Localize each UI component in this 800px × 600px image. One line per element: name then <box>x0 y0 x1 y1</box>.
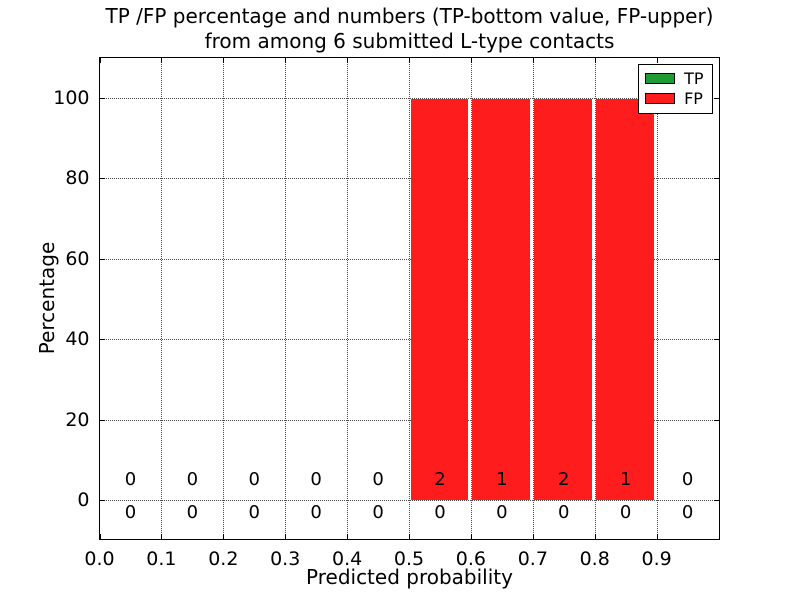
count-label-fp: 0 <box>372 469 384 491</box>
y-tick-mark <box>713 419 719 421</box>
v-gridline <box>532 57 534 539</box>
count-label-tp: 0 <box>372 502 384 524</box>
count-label-fp: 2 <box>434 469 446 491</box>
x-tick-mark <box>161 533 163 539</box>
y-tick-mark <box>713 258 719 260</box>
x-tick-label: 0.1 <box>146 547 177 570</box>
y-tick-label: 100 <box>53 86 90 109</box>
count-label-tp: 0 <box>558 502 570 524</box>
x-tick-mark <box>594 533 596 539</box>
count-label-tp: 0 <box>681 502 694 524</box>
v-gridline <box>347 57 349 539</box>
bar-fp <box>534 98 593 501</box>
x-tick-mark <box>285 57 287 63</box>
bar-fp <box>410 98 469 501</box>
legend-item-tp: TP <box>645 68 704 89</box>
bar-fp <box>596 98 655 501</box>
x-tick-label: 0.2 <box>208 547 239 570</box>
v-gridline <box>594 57 596 539</box>
y-tick-label: 20 <box>65 408 90 431</box>
x-tick-mark <box>470 533 472 539</box>
x-tick-mark <box>594 57 596 63</box>
y-tick-mark <box>713 339 719 341</box>
chart-title-line2: from among 6 submitted L-type contacts <box>204 29 615 53</box>
v-gridline <box>409 57 410 539</box>
x-tick-mark <box>347 57 349 63</box>
x-axis-label: Predicted probability <box>306 565 513 589</box>
x-tick-label: 0.3 <box>270 547 301 570</box>
x-tick-mark <box>470 57 472 63</box>
legend: TP FP <box>638 63 713 114</box>
y-tick-mark <box>99 97 105 99</box>
count-label-tp: 0 <box>124 502 137 524</box>
y-tick-mark <box>713 178 719 180</box>
y-tick-mark <box>713 500 719 502</box>
x-tick-mark <box>347 533 349 539</box>
count-label-fp: 1 <box>619 469 632 491</box>
count-label-fp: 0 <box>310 469 322 491</box>
chart-title: TP /FP percentage and numbers (TP-bottom… <box>100 4 719 54</box>
v-gridline <box>223 57 225 539</box>
y-tick-label: 80 <box>65 167 90 190</box>
x-tick-label: 0.0 <box>84 547 115 570</box>
x-tick-label: 0.7 <box>517 547 548 570</box>
count-label-fp: 0 <box>124 469 137 491</box>
x-tick-mark <box>532 533 534 539</box>
x-tick-label: 0.6 <box>455 547 486 570</box>
y-tick-mark <box>713 97 719 99</box>
x-tick-label: 0.4 <box>331 547 363 570</box>
chart-title-line1: TP /FP percentage and numbers (TP-bottom… <box>105 4 714 28</box>
x-tick-mark <box>223 533 225 539</box>
v-gridline <box>285 57 287 539</box>
x-tick-mark <box>285 533 287 539</box>
count-label-fp: 1 <box>496 469 508 491</box>
count-label-tp: 0 <box>619 502 632 524</box>
count-label-tp: 0 <box>248 502 260 524</box>
count-label-tp: 0 <box>310 502 322 524</box>
y-tick-label: 60 <box>65 247 90 270</box>
x-tick-label: 0.8 <box>579 547 610 570</box>
y-tick-mark <box>99 178 105 180</box>
y-tick-label: 40 <box>65 328 90 351</box>
y-tick-mark <box>99 500 105 502</box>
x-tick-mark <box>532 57 534 63</box>
y-tick-mark <box>99 339 105 341</box>
legend-label-tp: TP <box>684 68 704 88</box>
x-tick-mark <box>161 57 163 63</box>
v-gridline <box>656 57 658 539</box>
x-tick-mark <box>656 533 658 539</box>
plot-area: TP FP 0.0 0.1 0.2 0.3 0.4 0.5 0.6 0.7 0.8 0.9 0 20 40… <box>53 56 720 570</box>
y-tick-mark <box>99 419 105 421</box>
bar-fp <box>472 98 531 501</box>
v-gridline <box>470 57 472 539</box>
legend-label-fp: FP <box>684 88 703 108</box>
count-label-fp: 0 <box>681 469 694 491</box>
y-tick-label: 0 <box>77 489 90 512</box>
x-tick-mark <box>223 57 225 63</box>
count-label-tp: 0 <box>186 502 199 524</box>
x-tick-mark <box>656 57 658 63</box>
count-label-tp: 0 <box>434 502 446 524</box>
x-tick-mark <box>409 57 410 63</box>
y-tick-mark <box>99 258 105 260</box>
x-tick-label: 0.9 <box>641 547 672 570</box>
count-label-fp: 0 <box>248 469 260 491</box>
count-label-tp: 0 <box>496 502 508 524</box>
x-tick-label: 0.5 <box>393 547 425 570</box>
x-tick-mark <box>99 57 101 63</box>
legend-item-fp: FP <box>645 89 703 109</box>
fp-swatch-icon <box>645 93 676 104</box>
count-label-fp: 2 <box>558 469 570 491</box>
v-gridline <box>161 57 163 539</box>
x-tick-mark <box>409 533 410 539</box>
tp-swatch-icon <box>645 73 676 84</box>
count-label-fp: 0 <box>186 469 199 491</box>
x-tick-mark <box>99 533 101 539</box>
